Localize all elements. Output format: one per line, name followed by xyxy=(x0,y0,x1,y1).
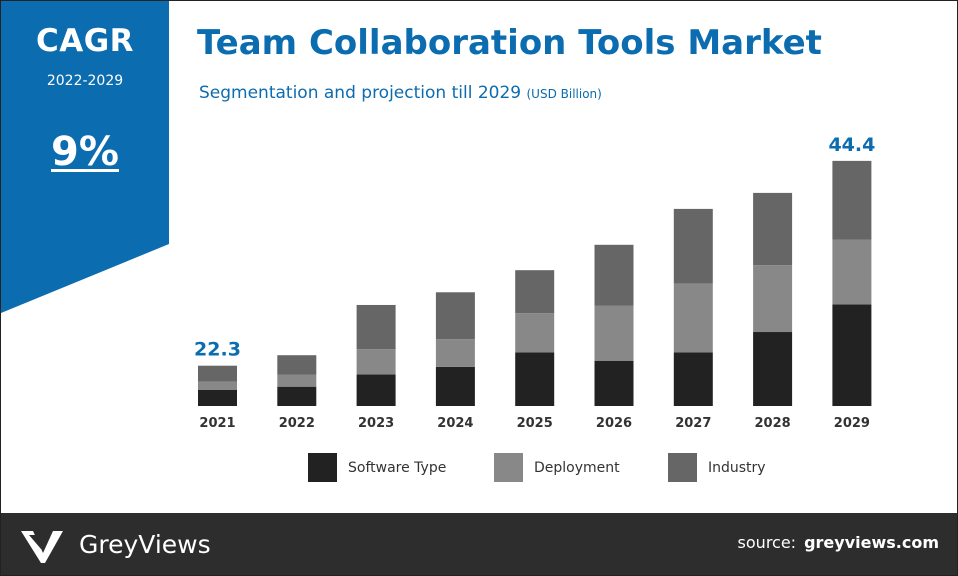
legend-swatch xyxy=(668,453,697,482)
chart-title: Team Collaboration Tools Market xyxy=(197,23,822,63)
x-tick-label: 2021 xyxy=(199,416,235,431)
bar-2024-industry xyxy=(435,292,475,340)
source-label: source: xyxy=(737,533,797,552)
bar-2022-deployment xyxy=(277,374,317,387)
source-domain: greyviews.com xyxy=(804,533,939,552)
x-tick-label: 2026 xyxy=(596,416,632,431)
legend-label: Software Type xyxy=(348,460,447,476)
x-tick-label: 2028 xyxy=(755,416,791,431)
subtitle-text: Segmentation and projection till 2029 xyxy=(199,83,522,103)
legend-label: Industry xyxy=(708,460,766,476)
bar-2022-software-type xyxy=(277,386,317,406)
bar-2028-deployment xyxy=(753,265,793,333)
bar-2028-software-type xyxy=(753,332,793,406)
bar-2029-deployment xyxy=(832,239,872,305)
bar-2021-software-type xyxy=(198,389,237,406)
bar-2023-industry xyxy=(356,304,396,350)
cagr-label: CAGR xyxy=(35,23,135,59)
data-label-2021: 22.3 xyxy=(194,339,241,361)
source-credit: source: greyviews.com xyxy=(738,533,939,552)
chart-legend: Software Type Deployment Industry xyxy=(1,453,957,485)
bar-2021-industry xyxy=(198,365,237,382)
x-tick-label: 2027 xyxy=(675,416,711,431)
greyviews-logo-mark xyxy=(21,531,63,563)
cagr-value: 9% xyxy=(1,129,169,175)
bar-2024-deployment xyxy=(435,339,475,367)
bar-2026-deployment xyxy=(594,305,634,361)
bar-2027-deployment xyxy=(673,283,713,353)
cagr-panel: CAGR 2022-2029 9% xyxy=(1,1,171,321)
unit-label: (USD Billion) xyxy=(526,87,602,101)
data-label-2029: 44.4 xyxy=(828,134,875,156)
x-tick-label: 2024 xyxy=(437,416,473,431)
bar-2022-industry xyxy=(277,355,317,375)
legend-label: Deployment xyxy=(534,460,620,476)
chart-subtitle: Segmentation and projection till 2029 (U… xyxy=(199,83,602,103)
bar-2027-software-type xyxy=(673,352,713,406)
x-tick-label: 2025 xyxy=(517,416,553,431)
greyviews-logo: GreyViews xyxy=(19,525,219,565)
bar-2025-deployment xyxy=(515,313,555,353)
cagr-panel-shape xyxy=(1,1,169,313)
footer-bar: GreyViews source: greyviews.com xyxy=(1,513,957,575)
bar-2026-industry xyxy=(594,244,634,306)
legend-swatch xyxy=(308,453,337,482)
cagr-value-text: 9% xyxy=(51,129,119,175)
x-tick-label: 2023 xyxy=(358,416,394,431)
bar-2023-software-type xyxy=(356,374,396,406)
x-tick-label: 2022 xyxy=(279,416,315,431)
bar-2029-software-type xyxy=(832,304,872,406)
bar-2025-software-type xyxy=(515,352,555,406)
bar-2023-deployment xyxy=(356,349,396,375)
bar-2029-industry xyxy=(832,160,872,240)
bar-2024-software-type xyxy=(435,366,475,406)
bar-2025-industry xyxy=(515,270,555,314)
bar-2021-deployment xyxy=(198,381,237,390)
cagr-period: 2022-2029 xyxy=(46,73,124,89)
legend-swatch xyxy=(494,453,523,482)
x-tick-label: 2029 xyxy=(834,416,870,431)
brand-name: GreyViews xyxy=(79,530,211,559)
stacked-bar-chart: 2021 2022 2023 2024 2025 2026 2027 2028 2029 22.3… xyxy=(194,134,875,431)
bar-2026-software-type xyxy=(594,360,634,406)
bar-2027-industry xyxy=(673,208,713,284)
bar-2028-industry xyxy=(753,192,793,266)
